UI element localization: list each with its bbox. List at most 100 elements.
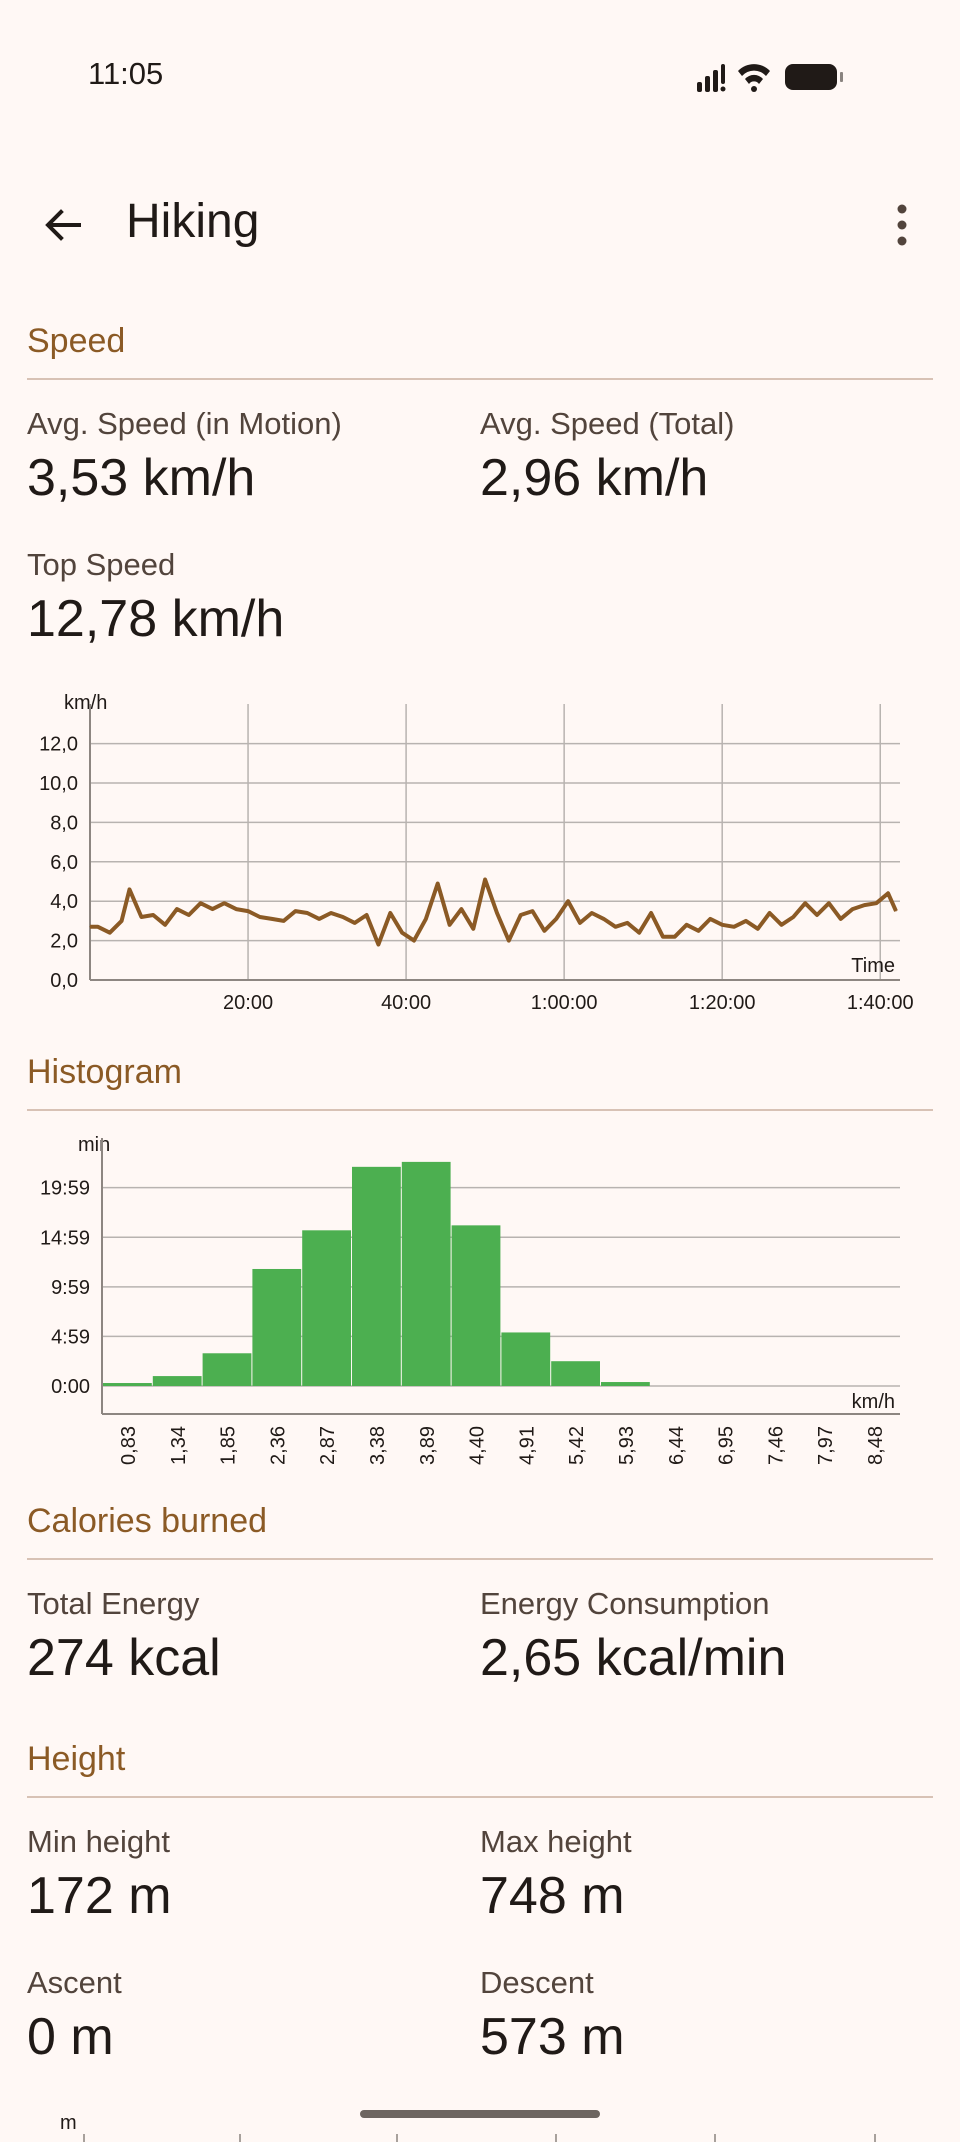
height-chart: m [60,2112,876,2142]
speed-data-point [294,910,296,912]
speed-chart: km/h 0,0 2,0 4,0 6,0 8,0 10,0 12,0 20:00 40:00 1:0… [39,692,914,1014]
speed-data-point [223,902,225,904]
speed-data-point [366,914,368,916]
section-header-height: Height [27,1740,126,1778]
stat-label: Energy Consumption [480,1586,770,1621]
speed-data-point [816,914,818,916]
stat-label: Descent [480,1965,594,2000]
speed-series-line [90,877,898,947]
speed-data-point [567,900,569,902]
y-axis-label: min [78,1134,110,1156]
speed-data-point [863,904,865,906]
x-tick-label: 2,36 [267,1426,289,1465]
speed-data-point [615,926,617,928]
speed-data-point [449,924,451,926]
speed-data-point [152,914,154,916]
speed-data-point [484,879,486,881]
speed-data-point [555,918,557,920]
y-tick-label: 12,0 [39,734,78,756]
stat-value: 573 m [480,2008,625,2066]
more-options-button[interactable] [872,190,932,260]
stat-label: Avg. Speed (in Motion) [27,406,342,441]
x-tick-label: 6,44 [666,1426,688,1465]
battery-icon [785,64,843,90]
stat-label: Min height [27,1824,171,1859]
speed-data-point [401,932,403,934]
speed-data-point [283,920,285,922]
speed-data-point [532,910,534,912]
speed-data-point [413,940,415,942]
speed-data-point [780,924,782,926]
section-divider [27,378,933,380]
speed-data-point [354,922,356,924]
speed-data-point [674,936,676,938]
stat-avg-speed-motion: Avg. Speed (in Motion) 3,53 km/h [27,406,342,508]
x-tick-label: 1,85 [218,1426,240,1465]
y-tick-label: 10,0 [39,773,78,795]
y-tick-label: 0,0 [50,970,78,992]
speed-data-point [496,912,498,914]
speed-data-point [129,888,131,890]
y-tick-label: 19:59 [40,1178,90,1200]
y-tick-label: 4:59 [51,1326,90,1348]
speed-data-point [121,920,123,922]
stat-total-energy: Total Energy 274 kcal [27,1586,221,1688]
home-indicator[interactable] [360,2110,600,2118]
speed-data-point [887,892,889,894]
x-tick-label: 1:40:00 [847,992,914,1014]
x-tick-label: 2,87 [317,1426,339,1465]
histogram-bar [302,1230,351,1386]
speed-data-point [425,918,427,920]
speed-data-point [579,922,581,924]
signal-icon [697,64,726,92]
speed-data-point [709,918,711,920]
speed-data-point [603,918,605,920]
section-header-calories: Calories burned [27,1502,268,1540]
stat-min-height: Min height 172 m [27,1824,172,1926]
y-tick-label: 14:59 [40,1227,90,1249]
speed-data-point [520,914,522,916]
x-tick-label: 1,34 [168,1426,190,1465]
wifi-icon [738,64,770,92]
speed-data-point [472,928,474,930]
stat-value: 748 m [480,1867,625,1925]
histogram-bar [152,1376,202,1386]
back-button[interactable] [28,190,98,260]
speed-data-point [792,916,794,918]
stat-value: 2,96 km/h [480,449,709,507]
speed-data-point [626,922,628,924]
speed-data-point [342,916,344,918]
speed-data-point [460,908,462,910]
y-tick-label: 4,0 [50,891,78,913]
histogram-bar [601,1382,650,1386]
speed-data-point [757,928,759,930]
y-axis-label: km/h [64,692,107,714]
x-tick-label: 20:00 [223,992,273,1014]
stat-label: Max height [480,1824,632,1859]
speed-data-point [697,930,699,932]
x-tick-label: 5,42 [566,1426,588,1465]
section-header-histogram: Histogram [27,1053,182,1091]
speed-data-point [188,914,190,916]
stat-label: Top Speed [27,547,176,582]
speed-data-point [828,902,830,904]
speed-data-point [437,882,439,884]
y-tick-label: 9:59 [51,1277,90,1299]
x-tick-label: 5,93 [616,1426,638,1465]
stat-value: 3,53 km/h [27,449,256,507]
speed-data-point [89,926,91,928]
speed-data-point [769,912,771,914]
x-tick-label: 4,40 [467,1426,489,1465]
speed-data-point [804,902,806,904]
speed-data-point [318,918,320,920]
y-tick-label: 0:00 [51,1376,90,1398]
app-bar: Hiking [0,180,960,270]
speed-data-point [235,908,237,910]
histogram-bar [252,1268,302,1386]
speed-data-point [200,902,202,904]
histogram-bar [202,1353,252,1386]
speed-data-point [875,902,877,904]
status-icons [675,58,875,94]
x-tick-label: 0,83 [118,1426,140,1465]
speed-data-point [271,918,273,920]
